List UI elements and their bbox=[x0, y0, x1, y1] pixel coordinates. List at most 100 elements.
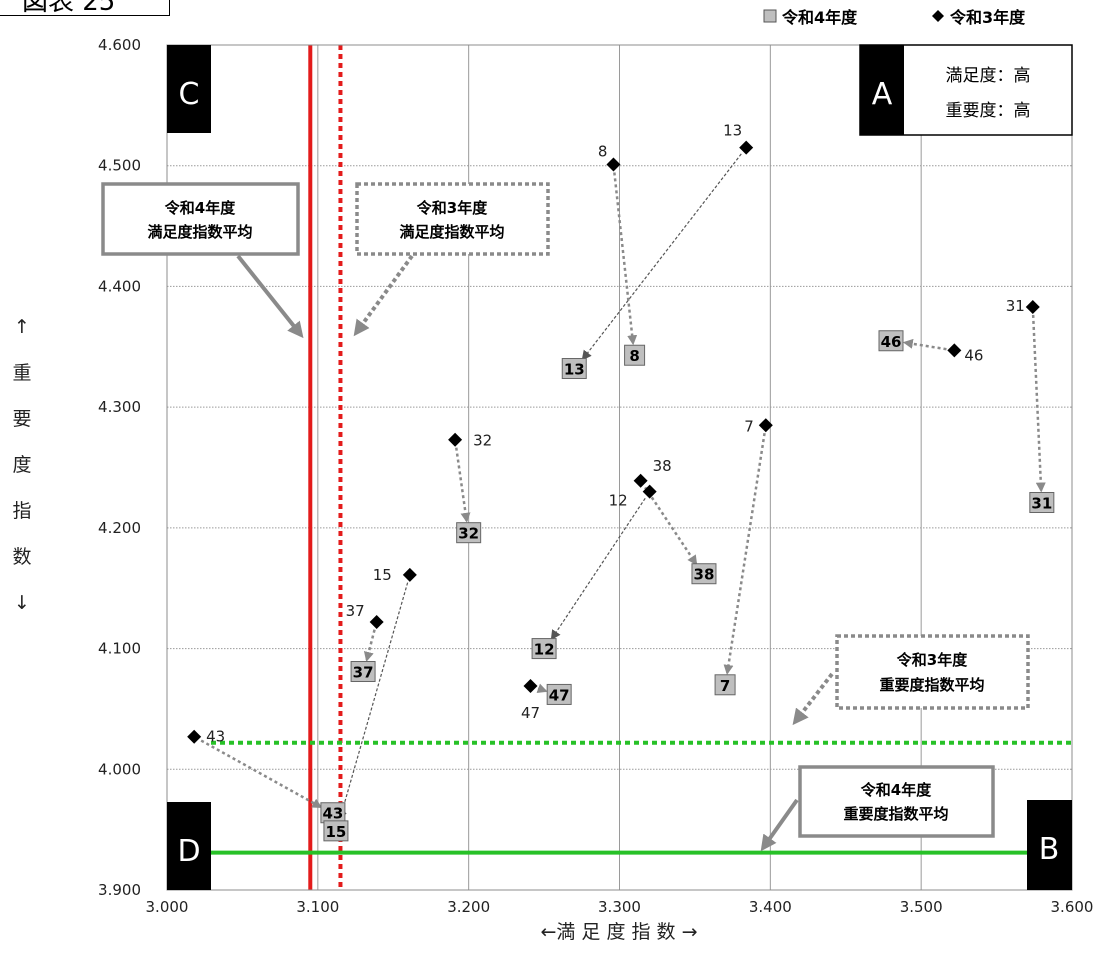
y-tick-label: 4.200 bbox=[98, 519, 141, 537]
y-axis-title-char: ↑ bbox=[14, 316, 30, 338]
r3-point-marker bbox=[739, 140, 754, 155]
x-tick-label: 3.600 bbox=[1051, 898, 1094, 916]
x-tick-label: 3.100 bbox=[296, 898, 339, 916]
callout-r4-importance-average: 令和4年度 重要度指数平均 bbox=[760, 765, 995, 852]
movement-arrow bbox=[1031, 314, 1046, 493]
y-axis-title-char: 指 bbox=[12, 500, 31, 522]
callout-r4-satisfaction-line1: 令和4年度 bbox=[165, 199, 236, 217]
quadrant-b: B bbox=[1027, 800, 1072, 890]
r3-point-label: 37 bbox=[346, 602, 365, 620]
r4-point-marker bbox=[691, 563, 717, 585]
r3-point-marker bbox=[187, 729, 202, 744]
r4-point-label: 13 bbox=[564, 361, 585, 379]
y-axis-title-char: 重 bbox=[12, 362, 31, 384]
callout-r3-importance-line1: 令和3年度 bbox=[897, 651, 968, 669]
quadrant-c-label: C bbox=[179, 77, 200, 112]
r4-point-marker bbox=[531, 638, 557, 660]
legend-r4-label: 令和4年度 bbox=[781, 8, 858, 27]
r3-point-label: 15 bbox=[373, 566, 392, 584]
y-axis-title: ↑ 重要度指数 ↓ bbox=[12, 316, 31, 614]
callout-r4-importance-line1: 令和4年度 bbox=[861, 781, 932, 799]
movement-arrow bbox=[363, 629, 376, 662]
r4-point-marker bbox=[624, 344, 646, 366]
r4-point-label: 31 bbox=[1031, 495, 1052, 513]
callout-r3-importance-average: 令和3年度 重要度指数平均 bbox=[792, 634, 1030, 726]
r4-point-marker bbox=[878, 330, 904, 352]
r3-point-label: 43 bbox=[206, 728, 225, 746]
y-tick-label: 4.600 bbox=[98, 36, 141, 54]
r3-point-label: 31 bbox=[1006, 297, 1025, 315]
r3-point-marker bbox=[448, 432, 463, 447]
grid-lines bbox=[167, 45, 1072, 890]
y-axis-title-char: 要 bbox=[12, 408, 31, 430]
x-tick-label: 3.000 bbox=[146, 898, 189, 916]
reference-lines bbox=[211, 45, 1072, 890]
legend-r3-marker bbox=[932, 10, 944, 22]
r3-point-marker bbox=[758, 418, 773, 433]
r4-point-marker bbox=[546, 683, 572, 705]
r4-point-marker bbox=[323, 820, 349, 842]
quadrant-b-label: B bbox=[1039, 832, 1060, 867]
r3-point-label: 32 bbox=[473, 432, 492, 450]
x-tick-label: 3.400 bbox=[749, 898, 792, 916]
r3-point-label: 47 bbox=[521, 704, 540, 722]
movement-arrows bbox=[200, 153, 1046, 822]
r4-point-label: 12 bbox=[534, 641, 555, 659]
y-axis-title-char: ↓ bbox=[14, 592, 30, 614]
legend: 令和4年度 令和3年度 bbox=[763, 8, 1026, 27]
y-axis-title-char: 数 bbox=[12, 546, 31, 568]
r3-point-marker bbox=[606, 157, 621, 172]
x-axis-title: ←満 足 度 指 数 → bbox=[540, 921, 697, 943]
r3-point-marker bbox=[369, 615, 384, 630]
r4-point-marker bbox=[714, 674, 736, 696]
axis-tick-labels: 3.000 3.100 3.200 3.300 3.400 3.500 3.600 3.900… bbox=[98, 36, 1093, 916]
r3-point-marker bbox=[947, 343, 962, 358]
quadrant-a-satisfaction-note: 満足度：高 bbox=[946, 66, 1031, 86]
callout-r3-importance-line2: 重要度指数平均 bbox=[879, 676, 984, 694]
legend-r4-marker bbox=[763, 9, 777, 23]
y-tick-label: 4.300 bbox=[98, 398, 141, 416]
r4-point-label: 8 bbox=[629, 347, 639, 365]
r4-point-label: 32 bbox=[458, 525, 479, 543]
callout-r3-satisfaction-line1: 令和3年度 bbox=[417, 199, 488, 217]
movement-arrow bbox=[581, 153, 742, 361]
y-tick-label: 4.500 bbox=[98, 157, 141, 175]
movement-arrow bbox=[455, 447, 471, 523]
r3-point-label: 46 bbox=[964, 346, 983, 364]
y-tick-label: 4.400 bbox=[98, 277, 141, 295]
r4-point-label: 43 bbox=[322, 805, 343, 823]
r4-point-marker bbox=[456, 522, 482, 544]
r3-point-marker bbox=[642, 484, 657, 499]
r3-point-label: 38 bbox=[653, 457, 672, 475]
quadrant-d: D bbox=[167, 802, 211, 890]
callout-r4-satisfaction-line2: 満足度指数平均 bbox=[147, 223, 252, 241]
y-axis-title-char: 度 bbox=[12, 454, 31, 476]
movement-arrow bbox=[613, 172, 638, 346]
movement-arrow bbox=[644, 486, 698, 566]
quadrant-a: A 満足度：高 重要度：高 bbox=[859, 44, 1073, 136]
r4-point-label: 37 bbox=[353, 664, 374, 682]
callout-r3-satisfaction-average: 令和3年度 満足度指数平均 bbox=[353, 182, 550, 337]
callout-r3-satisfaction-line2: 満足度指数平均 bbox=[399, 223, 504, 241]
r3-point-label: 13 bbox=[723, 122, 742, 140]
movement-arrow bbox=[723, 432, 766, 675]
r4-point-label: 38 bbox=[694, 566, 715, 584]
r3-point-marker bbox=[1025, 299, 1040, 314]
r4-point-marker bbox=[561, 358, 587, 380]
x-tick-label: 3.500 bbox=[900, 898, 943, 916]
series-r3-points: 13 8 31 46 7 32 38 12 15 37 47 43 bbox=[187, 122, 1040, 746]
quadrant-c: C bbox=[167, 45, 211, 133]
y-tick-label: 4.000 bbox=[98, 760, 141, 778]
r4-point-label: 47 bbox=[549, 686, 570, 704]
movement-arrow bbox=[337, 582, 409, 822]
quadrant-a-label: A bbox=[872, 77, 893, 112]
figure-tag: 図表 25 bbox=[0, 0, 170, 16]
x-tick-label: 3.200 bbox=[447, 898, 490, 916]
y-tick-label: 4.100 bbox=[98, 640, 141, 658]
callout-r4-satisfaction-average: 令和4年度 満足度指数平均 bbox=[101, 182, 304, 339]
y-tick-label: 3.900 bbox=[98, 881, 141, 899]
quadrant-d-label: D bbox=[177, 834, 200, 869]
r3-point-label: 12 bbox=[609, 492, 628, 510]
